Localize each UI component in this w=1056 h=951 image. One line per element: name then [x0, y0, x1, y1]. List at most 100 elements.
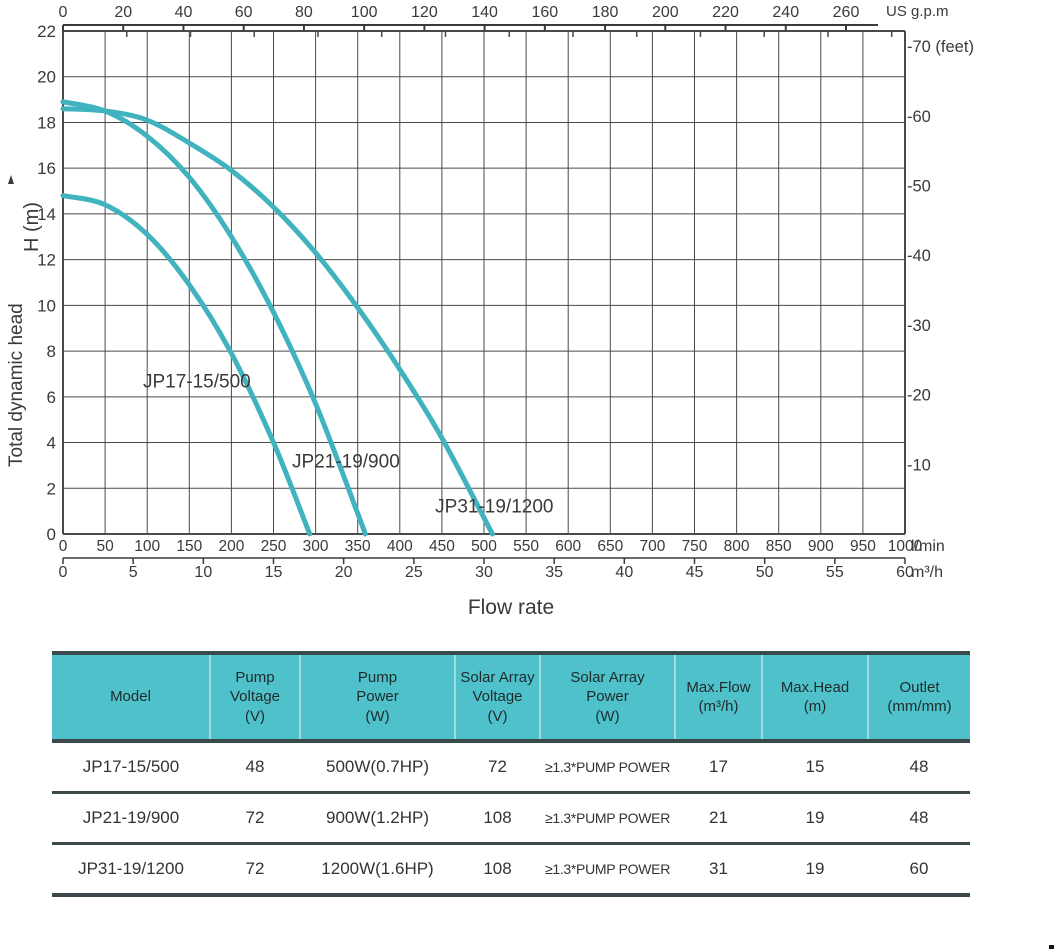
svg-text:14: 14 — [37, 205, 56, 224]
svg-text:22: 22 — [37, 22, 56, 41]
header-solar-array-voltage: Solar Array Voltage (V) — [454, 651, 540, 743]
header-solar-array-power: Solar Array Power (W) — [539, 651, 675, 743]
svg-text:60: 60 — [235, 4, 253, 21]
svg-text:300: 300 — [303, 538, 329, 555]
svg-text:-70 (feet): -70 (feet) — [907, 38, 974, 56]
svg-text:600: 600 — [555, 538, 581, 555]
svg-text:-50: -50 — [907, 178, 931, 196]
svg-text:50: 50 — [756, 564, 774, 581]
curve-JP21-19/900: JP21-19/900 — [60, 99, 400, 537]
svg-text:-40: -40 — [907, 247, 931, 265]
header-pump-power: Pump Power (W) — [299, 651, 455, 743]
svg-text:150: 150 — [176, 538, 202, 555]
svg-text:0: 0 — [59, 538, 68, 555]
cell-solar-array-voltage: 108 — [455, 792, 540, 845]
svg-text:40: 40 — [615, 564, 633, 581]
cell-pump-voltage: 72 — [210, 792, 300, 845]
svg-text:80: 80 — [295, 4, 313, 21]
svg-text:0: 0 — [59, 4, 68, 21]
pump-spec-table: Model Pump Voltage (V) Pump Power (W) So… — [52, 651, 970, 897]
cell-max-flow: 17 — [675, 741, 762, 794]
svg-text:700: 700 — [639, 538, 665, 555]
pump-curves-chart: 0 20 40 60 80 100 120 140 160 180 200 220 240 260 US g… — [6, 3, 974, 619]
svg-text:35: 35 — [545, 564, 563, 581]
pump-performance-chart-area: 0 20 40 60 80 100 120 140 160 180 200 220 240 260 US g… — [6, 3, 974, 619]
cell-max-head: 19 — [762, 792, 868, 845]
svg-text:50: 50 — [96, 538, 114, 555]
cell-solar-array-voltage: 72 — [455, 741, 540, 794]
svg-text:60: 60 — [896, 564, 914, 581]
cell-model: JP17-15/500 — [52, 741, 210, 794]
scan-artifact-dot — [1049, 945, 1054, 949]
cell-max-flow: 21 — [675, 792, 762, 845]
svg-text:l/min: l/min — [911, 538, 945, 555]
svg-text:350: 350 — [345, 538, 371, 555]
svg-text:5: 5 — [129, 564, 138, 581]
svg-text:200: 200 — [218, 538, 244, 555]
svg-text:18: 18 — [37, 113, 56, 132]
cell-solar-array-power: ≥1.3*PUMP POWER — [540, 792, 675, 845]
svg-text:1000: 1000 — [888, 538, 923, 555]
svg-text:Total dynamic head: Total dynamic head — [6, 303, 27, 467]
svg-text:20: 20 — [37, 68, 56, 87]
cell-solar-array-power: ≥1.3*PUMP POWER — [540, 741, 675, 794]
svg-text:500: 500 — [471, 538, 497, 555]
grid — [62, 30, 906, 535]
svg-text:8: 8 — [47, 342, 56, 361]
svg-text:0: 0 — [59, 564, 68, 581]
svg-text:240: 240 — [772, 4, 799, 21]
svg-text:140: 140 — [471, 4, 498, 21]
svg-text:30: 30 — [475, 564, 493, 581]
cell-model: JP21-19/900 — [52, 792, 210, 845]
svg-text:0: 0 — [47, 525, 56, 544]
svg-text:100: 100 — [134, 538, 160, 555]
svg-text:16: 16 — [37, 159, 56, 178]
svg-text:-30: -30 — [907, 317, 931, 335]
svg-text:JP31-19/1200: JP31-19/1200 — [435, 496, 553, 517]
axis-direction-arrow-icon — [8, 175, 14, 184]
svg-text:6: 6 — [47, 388, 56, 407]
cell-pump-voltage: 72 — [210, 843, 300, 897]
curve-JP31-19/1200: JP31-19/1200 — [60, 106, 553, 537]
svg-text:JP21-19/900: JP21-19/900 — [292, 452, 400, 473]
cell-outlet: 48 — [868, 741, 970, 794]
svg-text:4: 4 — [47, 434, 56, 453]
cell-pump-power: 900W(1.2HP) — [300, 792, 455, 845]
svg-text:100: 100 — [351, 4, 378, 21]
svg-text:20: 20 — [335, 564, 353, 581]
cell-model: JP31-19/1200 — [52, 843, 210, 897]
curve-JP17-15/500: JP17-15/500 — [60, 193, 313, 537]
svg-text:160: 160 — [531, 4, 558, 21]
cell-pump-power: 1200W(1.6HP) — [300, 843, 455, 897]
svg-text:950: 950 — [850, 538, 876, 555]
svg-text:450: 450 — [429, 538, 455, 555]
axis-bottom-lmin: 0 50 100 150 200 250 300 350 400 450 500 550 600 650 7… — [59, 538, 945, 555]
svg-text:120: 120 — [411, 4, 438, 21]
table-row: JP31-19/1200 72 1200W(1.6HP) 108 ≥1.3*PU… — [52, 843, 970, 897]
cell-solar-array-voltage: 108 — [455, 843, 540, 897]
svg-text:220: 220 — [712, 4, 739, 21]
svg-text:550: 550 — [513, 538, 539, 555]
svg-text:650: 650 — [597, 538, 623, 555]
svg-text:H (m): H (m) — [21, 202, 43, 252]
table-row: JP21-19/900 72 900W(1.2HP) 108 ≥1.3*PUMP… — [52, 792, 970, 845]
svg-text:US g.p.m: US g.p.m — [886, 3, 949, 20]
svg-text:900: 900 — [808, 538, 834, 555]
svg-text:850: 850 — [766, 538, 792, 555]
header-max-head: Max.Head (m) — [761, 651, 868, 743]
svg-text:-10: -10 — [907, 456, 931, 474]
svg-text:10: 10 — [194, 564, 212, 581]
svg-text:45: 45 — [686, 564, 704, 581]
svg-text:400: 400 — [387, 538, 413, 555]
svg-text:260: 260 — [833, 4, 860, 21]
svg-text:250: 250 — [261, 538, 287, 555]
svg-text:-20: -20 — [907, 387, 931, 405]
table-row: JP17-15/500 48 500W(0.7HP) 72 ≥1.3*PUMP … — [52, 741, 970, 794]
svg-text:-60: -60 — [907, 108, 931, 126]
svg-text:200: 200 — [652, 4, 679, 21]
svg-text:2: 2 — [47, 479, 56, 498]
svg-text:m³/h: m³/h — [911, 564, 943, 581]
cell-max-head: 15 — [762, 741, 868, 794]
